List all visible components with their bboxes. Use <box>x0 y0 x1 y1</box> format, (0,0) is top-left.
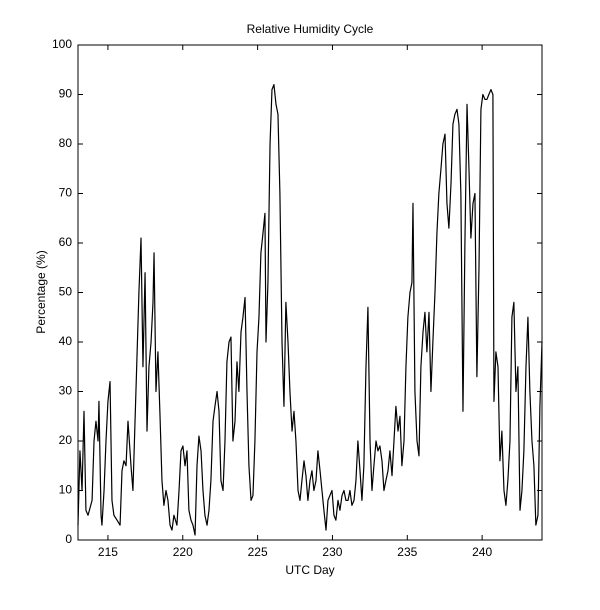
x-tick-label: 220 <box>173 545 193 559</box>
y-axis-label: Percentage (%) <box>34 250 48 333</box>
x-tick-label: 225 <box>248 545 268 559</box>
x-tick-label: 240 <box>472 545 492 559</box>
chart-title: Relative Humidity Cycle <box>247 22 374 36</box>
y-tick-label: 90 <box>59 87 73 101</box>
x-tick-label: 230 <box>322 545 342 559</box>
y-tick-label: 70 <box>59 186 73 200</box>
y-tick-label: 0 <box>65 532 72 546</box>
data-line <box>77 84 543 536</box>
x-tick-label: 215 <box>98 545 118 559</box>
x-tick-label: 235 <box>397 545 417 559</box>
y-tick-label: 10 <box>59 483 73 497</box>
y-tick-label: 60 <box>59 235 73 249</box>
y-tick-label: 50 <box>59 285 73 299</box>
x-axis-label: UTC Day <box>285 563 334 577</box>
y-tick-label: 80 <box>59 136 73 150</box>
y-tick-label: 100 <box>52 37 72 51</box>
y-tick-label: 30 <box>59 384 73 398</box>
y-tick-label: 20 <box>59 433 73 447</box>
y-tick-label: 40 <box>59 334 73 348</box>
